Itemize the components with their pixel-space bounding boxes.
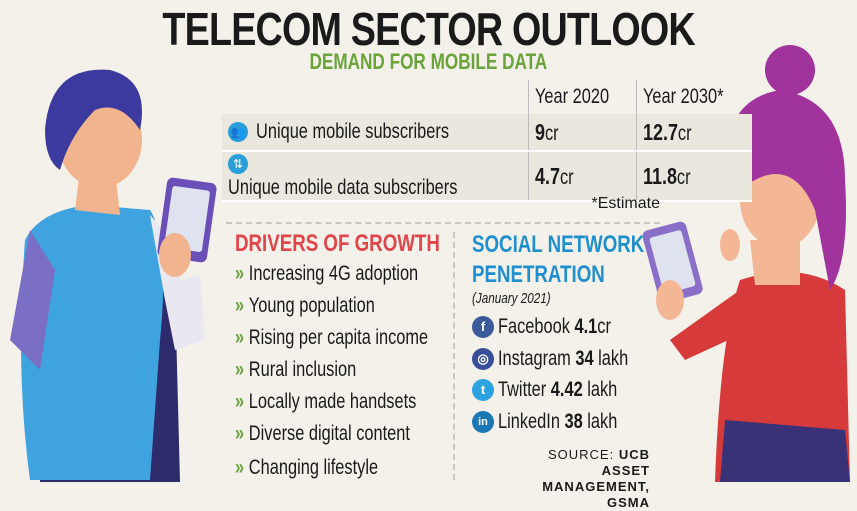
chevron-right-icon: » [235, 422, 245, 445]
row-label-cell: ⇅Unique mobile data subscribers [222, 151, 529, 202]
network-name: Instagram [498, 347, 571, 370]
col-2030-label: Year 2030* [643, 85, 724, 108]
col-2020-label: Year 2020 [535, 85, 610, 108]
source-text-line1: UCB ASSET [601, 447, 650, 478]
network-name: Twitter [498, 378, 547, 401]
value: 11.8 [643, 162, 678, 189]
list-item: » Young population [235, 294, 414, 318]
social-date: (January 2021) [472, 290, 573, 307]
list-item: » Locally made handsets [235, 390, 468, 414]
page-title: TELECOM SECTOR OUTLOOK [0, 2, 857, 56]
subscribers-table: Year 2020 Year 2030* 👥 Unique mobile subs… [222, 80, 753, 202]
drivers-title-text: DRIVERS OF GROWTH [235, 230, 440, 257]
row-label: Unique mobile data subscribers [228, 176, 458, 199]
list-item: » Increasing 4G adoption [235, 262, 470, 286]
unit: cr [545, 121, 559, 145]
unit: cr [678, 121, 692, 145]
social-date-text: (January 2021) [472, 290, 551, 307]
driver-label: Young population [248, 294, 375, 317]
column-header-2030: Year 2030* [636, 80, 753, 114]
source-label: SOURCE: [547, 447, 615, 462]
social-item-twitter: t Twitter 4.42 lakh [472, 378, 651, 402]
empty-header [222, 80, 529, 114]
social-item-linkedin: in LinkedIn 38 lakh [472, 410, 651, 434]
value: 12.7 [643, 118, 679, 145]
value-2030: 12.7cr [636, 114, 753, 152]
social-item-instagram: ◎ Instagram 34 lakh [472, 347, 665, 371]
unit: cr [677, 165, 691, 189]
value: 9 [535, 118, 546, 145]
network-unit: lakh [587, 410, 618, 433]
man-with-phone-illustration [10, 69, 217, 482]
network-name: Facebook [498, 315, 570, 338]
source-text-line2: MANAGEMENT, GSMA [542, 479, 650, 510]
social-item-facebook: f Facebook 4.1cr [472, 315, 643, 339]
list-item: » Changing lifestyle [235, 456, 418, 480]
subtitle-text: DEMAND FOR MOBILE DATA [309, 49, 548, 74]
subtitle: DEMAND FOR MOBILE DATA [0, 49, 857, 75]
network-value: 4.1 [574, 315, 598, 338]
title-text: TELECOM SECTOR OUTLOOK [162, 3, 695, 55]
network-unit: lakh [587, 378, 618, 401]
driver-label: Rural inclusion [248, 358, 357, 381]
chevron-right-icon: » [235, 390, 245, 413]
column-header-2020: Year 2020 [528, 80, 637, 114]
row-label: Unique mobile subscribers [256, 120, 450, 143]
horizontal-divider [226, 222, 660, 224]
social-title-line1: SOCIAL NETWORK [472, 231, 645, 258]
unit: cr [560, 165, 574, 189]
driver-label: Diverse digital content [248, 422, 410, 445]
value-2030: 11.8cr [636, 151, 753, 202]
table-header: Year 2020 Year 2030* [222, 80, 753, 114]
value-2020: 9cr [528, 114, 637, 152]
network-unit: cr [597, 315, 611, 338]
network-value: 4.42 [550, 378, 583, 401]
linkedin-icon: in [472, 411, 494, 434]
twitter-icon: t [472, 379, 494, 402]
estimate-footnote: *Estimate [591, 195, 660, 212]
network-name: LinkedIn [498, 410, 560, 433]
chevron-right-icon: » [235, 456, 245, 479]
up-down-arrows-icon: ⇅ [228, 154, 248, 175]
driver-label: Changing lifestyle [248, 456, 379, 479]
chevron-right-icon: » [235, 294, 245, 317]
driver-label: Locally made handsets [248, 390, 417, 413]
source-note: SOURCE: UCB ASSET MANAGEMENT, GSMA [505, 447, 650, 511]
row-label-cell: 👥 Unique mobile subscribers [222, 114, 529, 152]
social-title: SOCIAL NETWORK PENETRATION [472, 230, 693, 290]
chevron-right-icon: » [235, 358, 245, 381]
facebook-icon: f [472, 316, 494, 339]
table-row: 👥 Unique mobile subscribers 9cr 12.7cr [222, 114, 753, 152]
network-unit: lakh [598, 347, 629, 370]
chevron-right-icon: » [235, 262, 245, 285]
network-value: 34 [575, 347, 594, 370]
social-title-line2: PENETRATION [472, 261, 605, 288]
table-row: ⇅Unique mobile data subscribers 4.7cr 11… [222, 151, 753, 202]
network-value: 38 [564, 410, 583, 433]
value-2020: 4.7cr [528, 151, 637, 202]
chevron-right-icon: » [235, 326, 245, 349]
list-item: » Rising per capita income [235, 326, 483, 350]
value: 4.7 [535, 162, 561, 189]
vertical-divider [453, 232, 455, 480]
list-item: » Diverse digital content [235, 422, 459, 446]
woman-with-phone-illustration [642, 45, 850, 482]
drivers-title: DRIVERS OF GROWTH [235, 230, 498, 258]
list-item: » Rural inclusion [235, 358, 390, 382]
driver-label: Rising per capita income [248, 326, 429, 349]
instagram-icon: ◎ [472, 348, 494, 371]
users-icon: 👥 [228, 122, 248, 143]
driver-label: Increasing 4G adoption [248, 262, 419, 285]
